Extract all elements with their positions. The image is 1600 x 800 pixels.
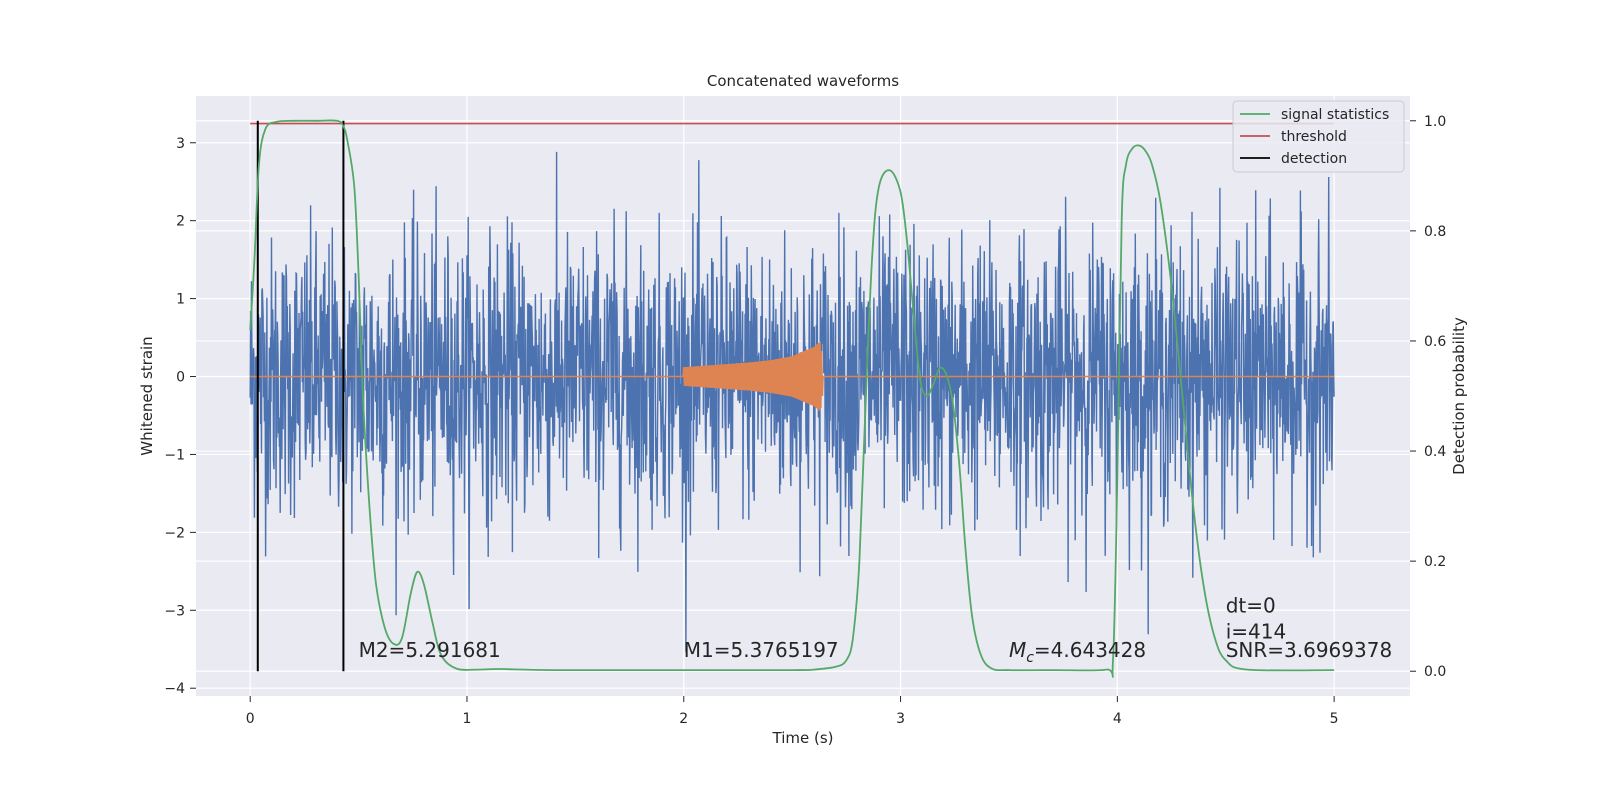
y-tick-label-7: 3	[176, 136, 185, 152]
y-right-tick-label-2: 0.4	[1424, 444, 1446, 460]
detection-series	[256, 120, 345, 672]
legend-label-detection: detection	[1281, 151, 1347, 167]
y-tick-label-3: −1	[164, 447, 185, 463]
y-tick-label-0: −4	[164, 681, 185, 697]
y-tick-label-1: −3	[164, 603, 185, 619]
y-axis-left: −4 −3 −2 −1 0 1 2 3	[164, 136, 196, 697]
annotations: M2=5.291681 M1=5.3765197 Mc=4.643428 dt=0i=…	[359, 594, 1393, 666]
legend: signal statistics threshold detection	[1232, 100, 1405, 173]
legend-label-signal-statistics: signal statistics	[1281, 107, 1389, 123]
y-right-tick-label-0: 0.0	[1424, 664, 1446, 680]
annotation-0: M2=5.291681	[359, 638, 501, 662]
x-tick-label-1: 1	[463, 711, 472, 727]
y-right-tick-label-5: 1.0	[1424, 114, 1446, 130]
annotation-2: Mc=4.643428	[1009, 638, 1146, 666]
legend-label-threshold: threshold	[1281, 129, 1347, 145]
y-tick-label-6: 2	[176, 214, 185, 230]
y-tick-label-5: 1	[176, 292, 185, 308]
y-axis-title: Whitened strain	[138, 336, 156, 455]
x-axis: 0 1 2 3 4 5	[246, 696, 1339, 727]
y-axis-right-title: Detection probability	[1450, 317, 1468, 475]
annotation-4: i=414	[1226, 619, 1287, 643]
signal-statistics-series	[249, 119, 1335, 678]
y-right-tick-label-3: 0.6	[1424, 334, 1446, 350]
injected-signal-line	[250, 341, 1335, 411]
legend-frame	[1232, 100, 1405, 173]
x-tick-label-3: 3	[896, 711, 905, 727]
signal-statistics-line	[249, 119, 1335, 678]
x-tick-label-4: 4	[1113, 711, 1122, 727]
y-right-tick-label-1: 0.2	[1424, 554, 1446, 570]
x-tick-label-5: 5	[1330, 711, 1339, 727]
annotation-5: SNR=3.6969378	[1226, 638, 1392, 662]
y-right-tick-label-4: 0.8	[1424, 224, 1446, 240]
y-axis-right: 0.0 0.2 0.4 0.6 0.8 1.0	[1410, 114, 1446, 680]
annotation-1: M1=5.3765197	[684, 638, 839, 662]
injected-signal-series	[250, 341, 1335, 411]
x-tick-label-2: 2	[679, 711, 688, 727]
x-axis-title: Time (s)	[772, 729, 834, 747]
y-tick-label-4: 0	[176, 370, 185, 386]
chart-title: Concatenated waveforms	[707, 72, 899, 90]
y-tick-label-2: −2	[164, 525, 185, 541]
annotation-3: dt=0	[1226, 594, 1276, 618]
x-tick-label-0: 0	[246, 711, 255, 727]
